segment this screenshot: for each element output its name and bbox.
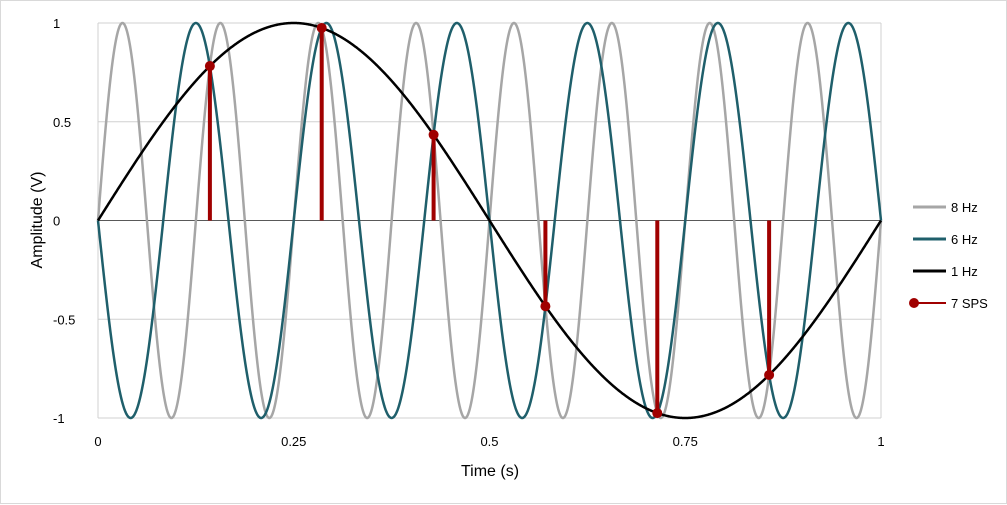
legend-label: 1 Hz — [951, 264, 978, 279]
sample-point — [764, 369, 775, 380]
x-tick-label: 0.75 — [673, 434, 698, 449]
legend-label: 8 Hz — [951, 200, 978, 215]
y-tick-label: 0 — [53, 214, 60, 229]
x-tick-label: 0.25 — [281, 434, 306, 449]
legend-item: 1 Hz — [913, 264, 978, 279]
sample-point — [316, 22, 327, 33]
sample-point — [652, 408, 663, 419]
x-axis-label: Time (s) — [461, 463, 519, 480]
legend-item: 6 Hz — [913, 232, 978, 247]
series-1-hz — [96, 21, 883, 420]
sample-point — [204, 61, 215, 72]
tick-labels: 1 0.5 0 -0.5 -1 0 0.25 0.5 0.75 1 — [53, 16, 885, 449]
x-tick-label: 1 — [877, 434, 884, 449]
sample-point — [428, 129, 439, 140]
curves — [96, 21, 883, 420]
y-axis-label: Amplitude (V) — [29, 172, 46, 269]
samples — [204, 22, 775, 419]
legend: 8 Hz 6 Hz 1 Hz 7 SPS — [909, 200, 988, 311]
legend-item: 7 SPS — [909, 296, 988, 311]
x-tick-label: 0 — [94, 434, 101, 449]
legend-label: 6 Hz — [951, 232, 978, 247]
x-tick-label: 0.5 — [480, 434, 498, 449]
legend-item: 8 Hz — [913, 200, 978, 215]
y-tick-label: 1 — [53, 16, 60, 31]
y-tick-label: -1 — [53, 411, 65, 426]
legend-marker — [909, 298, 919, 308]
sample-point — [540, 301, 551, 312]
legend-label: 7 SPS — [951, 296, 988, 311]
y-tick-label: 0.5 — [53, 115, 71, 130]
y-tick-label: -0.5 — [53, 312, 75, 327]
